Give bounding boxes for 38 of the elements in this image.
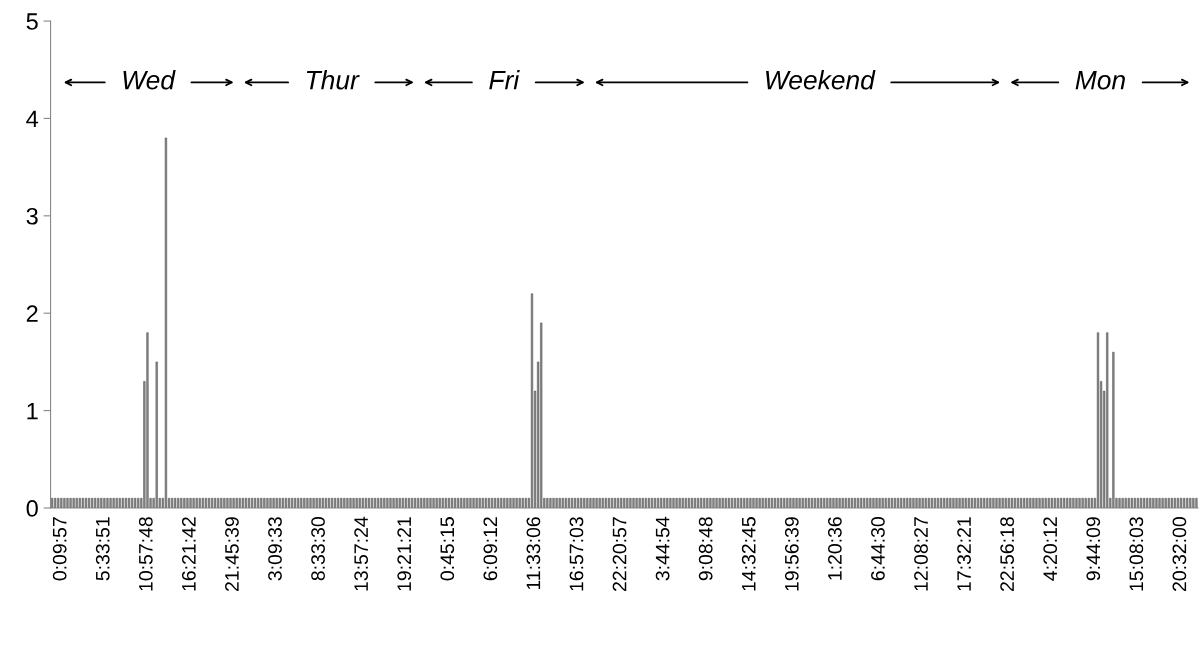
- x-tick-label: 1:20:36: [827, 517, 842, 580]
- x-tick-label: 12:08:27: [914, 517, 928, 591]
- y-tick-label: 3: [26, 207, 38, 225]
- x-tick-label: 3:44:54: [655, 516, 670, 581]
- x-tick-label: 4:20:12: [1043, 517, 1058, 581]
- x-tick-label: 0:09:57: [52, 517, 67, 581]
- x-tick-label: 5:33:51: [95, 517, 110, 581]
- x-tick-label: 10:57:48: [138, 517, 153, 591]
- x-tick-label: 22:20:57: [612, 517, 627, 592]
- x-tick-label: 0:45:15: [440, 517, 455, 581]
- annotation: Weekend: [766, 70, 876, 90]
- x-tick-label: 19:21:21: [397, 517, 412, 591]
- x-tick-label: 9:08:48: [698, 517, 713, 581]
- x-tick-label: 8:33:30: [311, 517, 325, 581]
- x-tick-label: 9:44:09: [1086, 517, 1101, 581]
- x-tick-label: 16:57:03: [569, 517, 584, 591]
- x-tick-label: 6:44:30: [871, 517, 885, 581]
- y-tick-label: 4: [26, 110, 39, 127]
- x-tick-label: 11:33:06: [526, 517, 541, 590]
- annotation: Mon: [1075, 71, 1125, 90]
- x-tick-label: 15:08:03: [1129, 517, 1144, 591]
- y-tick-label: 2: [26, 305, 38, 322]
- annotation: Fri: [489, 70, 520, 90]
- x-tick-label: 14:32:45: [741, 517, 756, 591]
- y-tick-label: 0: [26, 500, 38, 517]
- x-tick-label: 22:56:18: [1000, 517, 1015, 592]
- x-tick-label: 3:09:33: [268, 517, 282, 581]
- x-tick-label: 16:21:42: [181, 517, 196, 591]
- y-tick-label: 5: [26, 13, 38, 30]
- annotation: Wed: [123, 70, 176, 90]
- x-tick-label: 6:09:12: [483, 517, 498, 581]
- x-tick-label: 20:32:00: [1172, 517, 1187, 592]
- x-tick-label: 17:32:21: [957, 517, 971, 591]
- x-tick-label: 21:45:39: [225, 517, 239, 592]
- x-tick-label: 19:56:39: [784, 517, 799, 591]
- x-tick-label: 13:57:24: [354, 516, 369, 591]
- annotation: Thur: [306, 70, 360, 90]
- y-tick-label: 1: [27, 402, 38, 420]
